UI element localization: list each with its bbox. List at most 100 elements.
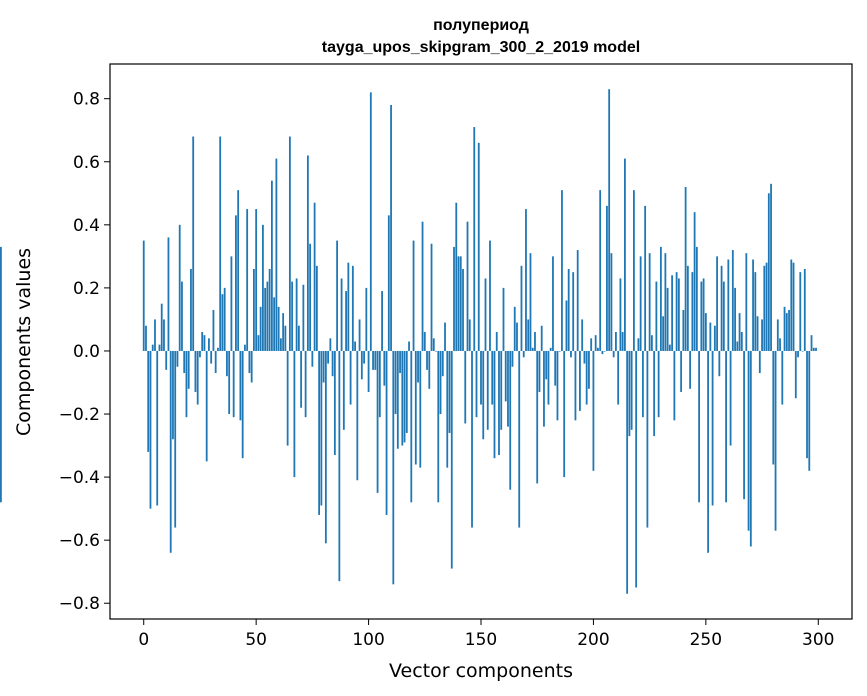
bar <box>756 316 759 351</box>
bar <box>695 246 698 351</box>
bar <box>448 350 451 433</box>
bar <box>610 253 613 351</box>
bar <box>711 350 714 506</box>
bar <box>747 350 750 531</box>
bar <box>486 350 489 430</box>
bar <box>257 335 260 351</box>
bar <box>464 350 467 424</box>
bar <box>659 246 662 351</box>
bar <box>248 350 251 374</box>
bar <box>583 350 586 364</box>
bars-group <box>0 89 817 594</box>
bar <box>698 350 700 503</box>
bar <box>570 350 572 358</box>
bar <box>626 350 629 594</box>
bar <box>713 325 716 351</box>
bar <box>707 350 709 553</box>
bar <box>423 332 426 351</box>
bar <box>246 209 249 351</box>
bar <box>226 350 228 377</box>
bar <box>529 253 532 351</box>
bar <box>268 268 271 351</box>
bar <box>318 350 321 515</box>
bar <box>336 240 338 351</box>
bar <box>644 205 647 351</box>
x-tick-label: 50 <box>245 630 267 650</box>
bar <box>801 350 804 352</box>
bar <box>522 350 525 358</box>
y-tick-label: 0.8 <box>73 90 100 110</box>
bar <box>677 278 680 351</box>
bar <box>351 265 354 351</box>
bar <box>309 243 312 351</box>
bar <box>666 287 669 351</box>
bar <box>437 350 440 503</box>
bar <box>682 309 685 351</box>
bar <box>722 281 725 351</box>
bar <box>581 319 584 351</box>
bar <box>203 335 206 351</box>
bar <box>450 350 453 569</box>
bar <box>588 350 590 389</box>
bar <box>572 272 575 351</box>
bar <box>432 338 435 351</box>
bar <box>459 256 462 351</box>
bar <box>552 256 554 351</box>
bar <box>275 158 278 351</box>
bar <box>776 319 779 351</box>
bar <box>293 350 296 478</box>
chart-subtitle: tayga_upos_skipgram_300_2_2019 model <box>322 39 640 56</box>
bar <box>311 350 314 367</box>
bar <box>217 347 219 351</box>
bar <box>178 224 181 351</box>
bar <box>324 350 327 544</box>
x-tick-label: 100 <box>352 630 384 650</box>
bar <box>538 350 541 392</box>
bar <box>513 306 516 351</box>
bar <box>673 350 676 421</box>
bar <box>803 268 806 351</box>
bar <box>300 350 303 408</box>
bar <box>446 350 449 468</box>
bar <box>381 291 383 351</box>
bar <box>704 313 707 351</box>
bar <box>232 350 235 418</box>
bar <box>637 338 640 351</box>
bar <box>414 350 417 465</box>
bar <box>428 350 431 389</box>
bar <box>563 350 566 478</box>
bar <box>444 322 446 351</box>
bar <box>223 287 226 351</box>
bar <box>176 350 179 367</box>
bar <box>241 350 244 459</box>
y-tick-label: 0.2 <box>73 279 100 299</box>
bar <box>691 272 694 351</box>
bar <box>403 350 406 443</box>
bar <box>790 259 793 351</box>
bar <box>239 350 242 421</box>
bar <box>608 89 611 351</box>
bar <box>295 278 298 351</box>
bar <box>716 256 718 351</box>
bar <box>689 350 692 389</box>
bar <box>511 350 514 367</box>
bar <box>288 136 291 351</box>
bar <box>471 350 473 528</box>
bar <box>806 350 808 459</box>
bar <box>624 158 626 351</box>
bar <box>675 272 678 351</box>
bar <box>306 155 309 351</box>
bar <box>498 350 500 456</box>
bar <box>320 350 323 506</box>
bar <box>315 265 318 351</box>
bar <box>473 127 476 351</box>
bar <box>495 332 498 351</box>
bar <box>165 350 168 370</box>
bar <box>545 350 548 380</box>
y-tick-label: 0.4 <box>73 216 100 236</box>
bar <box>615 332 617 351</box>
bar <box>322 350 325 383</box>
bar <box>466 221 469 351</box>
bar <box>736 341 739 351</box>
